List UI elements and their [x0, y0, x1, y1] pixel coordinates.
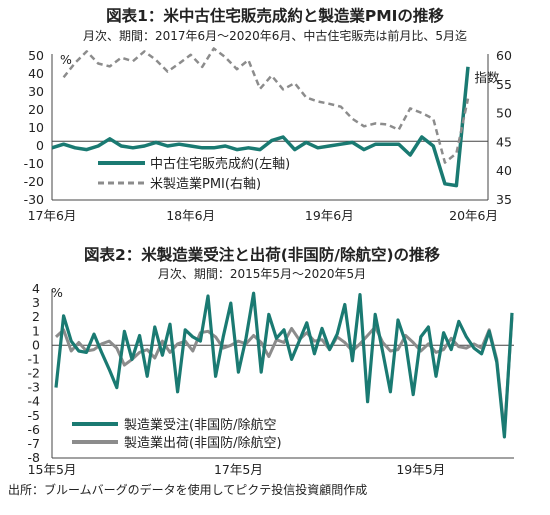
chart2-title: 図表2：米製造業受注と出荷(非国防/除航空)の推移 — [84, 245, 441, 264]
chart2-ytick-5: -1 — [28, 351, 40, 366]
chart2-xtick-1: 17年5月 — [214, 462, 263, 477]
chart2-series-0-line — [54, 291, 514, 439]
chart2-ytick-7: -3 — [28, 380, 40, 395]
chart2-ytick-4: 0 — [32, 337, 40, 352]
chart1-series-0-line — [51, 66, 470, 188]
chart2-xtick-2: 19年5月 — [396, 462, 445, 477]
chart1-legend: 中古住宅販売成約(左軸) 米製造業PMI(右軸) — [98, 156, 290, 192]
chart1-series-lines — [51, 47, 470, 188]
chart2-ytick-10: -6 — [28, 422, 41, 437]
chart2-ytick-2: 2 — [32, 309, 40, 324]
chart1-ytick-right-4: 40 — [496, 163, 512, 178]
chart1-ytick-right-2: 50 — [496, 106, 512, 121]
chart1-subtitle: 月次、期間：2017年6月～2020年6月、中古住宅販売は前月比、5月迄 — [83, 28, 467, 43]
chart2-ytick-0: 4 — [32, 281, 40, 296]
chart1-legend-label-1: 米製造業PMI(右軸) — [150, 176, 261, 192]
chart2-subtitle: 月次、期間：2015年5月～2020年5月 — [158, 267, 366, 281]
chart1-ytick-left-8: -30 — [24, 192, 44, 207]
chart2-legend: 製造業受注(非国防/除航空 製造業出荷(非国防/除航空) — [72, 417, 282, 451]
chart1-ytick-left-3: 20 — [28, 102, 44, 117]
chart1-xtick-0: 17年6月 — [28, 208, 77, 223]
chart1-right-unit: 指数 — [474, 70, 500, 85]
chart2-ytick-11: -7 — [28, 436, 40, 451]
chart-1: 図表1：米中古住宅販売成約と製造業PMIの推移 月次、期間：2017年6月～20… — [24, 6, 512, 223]
chart1-x-ticks: 17年6月 18年6月 19年6月 20年6月 — [28, 208, 498, 223]
chart1-left-unit: % — [60, 52, 72, 67]
chart2-ytick-6: -2 — [28, 366, 40, 381]
chart-2: 図表2：米製造業受注と出荷(非国防/除航空)の推移 月次、期間：2015年5月～… — [28, 245, 514, 477]
chart1-right-ticks: 60 55 50 45 40 35 — [496, 48, 512, 207]
chart2-ytick-8: -4 — [28, 394, 41, 409]
chart2-xtick-0: 15年5月 — [28, 462, 77, 477]
chart1-ytick-left-6: -10 — [24, 156, 44, 171]
chart1-left-ticks: 50 40 30 20 10 0 -10 -20 -30 — [24, 48, 44, 207]
chart1-ytick-left-4: 10 — [28, 120, 44, 135]
chart1-series-1-line — [62, 47, 470, 164]
chart1-ytick-left-0: 50 — [28, 48, 44, 63]
chart2-legend-label-1: 製造業出荷(非国防/除航空) — [124, 435, 282, 451]
chart1-ytick-right-0: 60 — [496, 48, 512, 63]
chart2-left-unit: % — [51, 285, 63, 300]
chart1-legend-label-0: 中古住宅販売成約(左軸) — [150, 156, 290, 172]
chart2-series-lines — [54, 291, 514, 439]
chart1-ytick-left-1: 40 — [28, 66, 44, 81]
chart1-ytick-left-7: -20 — [24, 174, 44, 189]
chart2-ytick-1: 3 — [32, 295, 40, 310]
chart1-ytick-left-5: 0 — [36, 138, 44, 153]
chart2-legend-label-0: 製造業受注(非国防/除航空 — [124, 417, 276, 433]
chart1-title: 図表1：米中古住宅販売成約と製造業PMIの推移 — [106, 6, 444, 25]
chart1-ytick-right-3: 45 — [496, 134, 512, 149]
chart1-ytick-right-5: 35 — [496, 192, 512, 207]
chart1-xtick-3: 20年6月 — [449, 208, 498, 223]
chart2-ytick-9: -5 — [28, 408, 40, 423]
chart2-x-ticks: 15年5月 17年5月 19年5月 — [28, 462, 446, 477]
chart2-ytick-3: 1 — [32, 323, 40, 338]
chart2-ytick-12: -8 — [28, 450, 41, 465]
source-note: 出所：ブルームバーグのデータを使用してピクテ投信投資顧問作成 — [8, 482, 367, 497]
chart1-ytick-right-1: 55 — [496, 77, 512, 92]
chart1-xtick-2: 19年6月 — [305, 208, 354, 223]
chart1-ytick-left-2: 30 — [28, 84, 44, 99]
chart1-xtick-1: 18年6月 — [166, 208, 215, 223]
